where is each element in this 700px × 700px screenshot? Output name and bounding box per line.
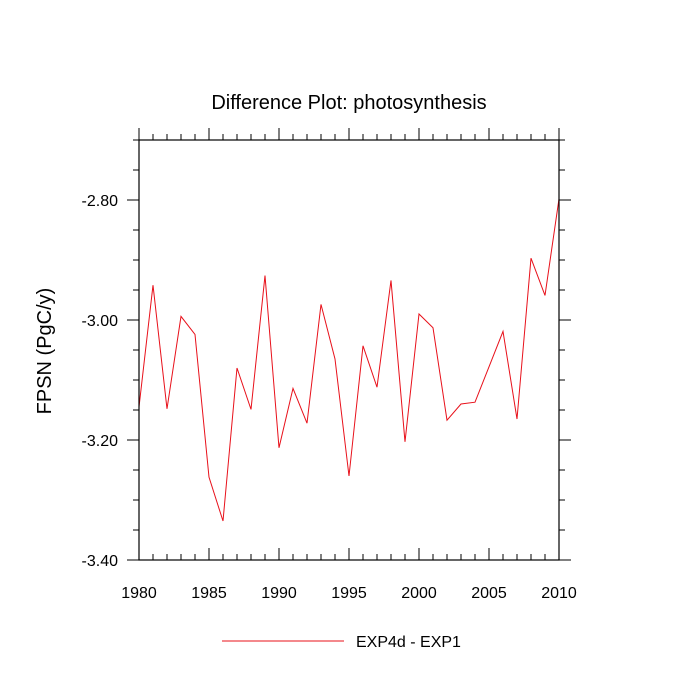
x-tick-label: 2005 <box>471 585 507 602</box>
x-tick-label: 2010 <box>541 585 577 602</box>
plot-area-frame <box>138 139 560 561</box>
chart-title: Difference Plot: photosynthesis <box>211 92 486 114</box>
legend: EXP4d - EXP1 <box>222 634 461 651</box>
x-tick-label: 1990 <box>261 585 297 602</box>
y-tick-label: -3.20 <box>82 433 119 450</box>
x-tick-label: 1985 <box>191 585 227 602</box>
tick-labels: 1980 1985 1990 1995 2000 2005 2010 -3.40 -3.20 -3… <box>82 193 577 602</box>
x-tick-label: 1980 <box>121 585 157 602</box>
x-tick-label: 1995 <box>331 585 367 602</box>
y-tick-label: -2.80 <box>82 193 119 210</box>
y-axis-label: FPSN (PgC/y) <box>34 288 56 415</box>
legend-label: EXP4d - EXP1 <box>356 634 461 651</box>
y-tick-label: -3.40 <box>82 553 119 570</box>
series-line-exp4d-exp1 <box>138 198 560 522</box>
axis-ticks <box>127 128 571 561</box>
y-tick-label: -3.00 <box>82 313 119 330</box>
x-tick-label: 2000 <box>401 585 437 602</box>
